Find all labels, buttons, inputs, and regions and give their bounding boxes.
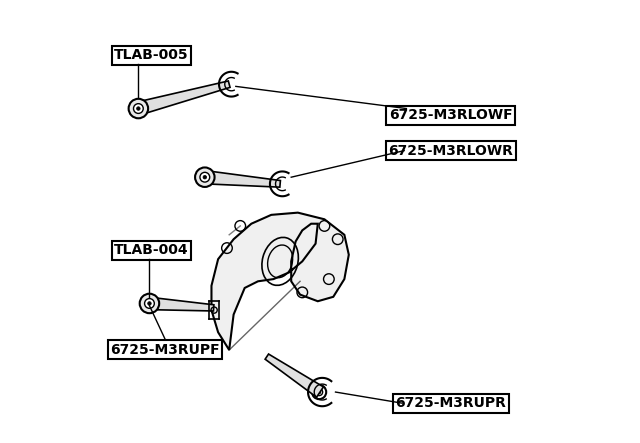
Polygon shape <box>149 297 214 311</box>
Circle shape <box>200 172 210 182</box>
Polygon shape <box>204 171 280 187</box>
Text: 6725-M3RUPR: 6725-M3RUPR <box>396 396 506 410</box>
Polygon shape <box>265 354 323 397</box>
Polygon shape <box>137 81 230 115</box>
Text: TLAB-004: TLAB-004 <box>115 243 189 257</box>
Circle shape <box>136 107 140 110</box>
Circle shape <box>203 175 207 179</box>
Circle shape <box>129 99 148 118</box>
Circle shape <box>140 294 159 313</box>
Polygon shape <box>211 213 349 350</box>
Circle shape <box>145 299 154 308</box>
Circle shape <box>317 390 321 394</box>
Circle shape <box>195 167 214 187</box>
Circle shape <box>148 302 151 305</box>
Circle shape <box>134 104 143 113</box>
Text: 6725-M3RLOWR: 6725-M3RLOWR <box>388 144 513 158</box>
Text: 6725-M3RUPF: 6725-M3RUPF <box>110 343 220 357</box>
Text: TLAB-005: TLAB-005 <box>115 48 189 62</box>
Text: 6725-M3RLOWF: 6725-M3RLOWF <box>389 108 513 122</box>
